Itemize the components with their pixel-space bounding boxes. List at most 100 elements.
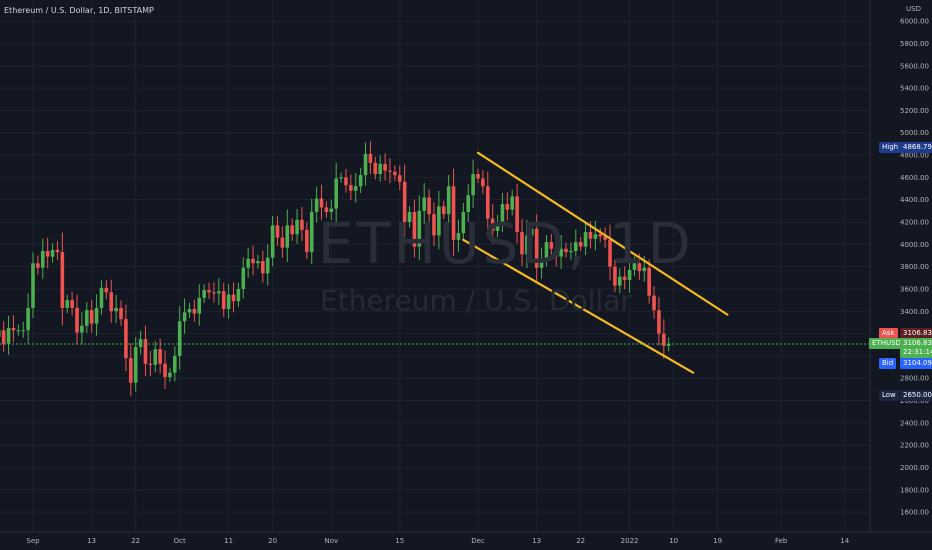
candle-body (300, 219, 304, 230)
y-tick-label: 1800.00 (900, 486, 929, 494)
candle-body (226, 294, 231, 310)
y-tick-label: 5400.00 (900, 85, 929, 93)
candle-body (124, 319, 128, 359)
candle-body (657, 310, 661, 334)
y-tick-label: 4800.00 (900, 152, 929, 160)
candle-body (495, 222, 500, 231)
candle-body (16, 330, 21, 332)
candle-body (241, 267, 246, 289)
candle-body (525, 235, 529, 255)
candle-body (119, 307, 123, 320)
low-label-badge: Low (879, 390, 899, 401)
candle-body (177, 321, 182, 356)
candle-body (0, 330, 1, 337)
candle-body (212, 292, 216, 294)
candle-body (515, 196, 519, 233)
candle-body (353, 186, 358, 191)
candle-body (588, 232, 593, 239)
candle-body (666, 343, 671, 346)
candle-body (80, 325, 84, 333)
watermark-name: Ethereum / U.S. Dollar (320, 284, 632, 317)
bid-value-badge: 3104.09 (900, 358, 932, 369)
descending-channel[interactable] (462, 151, 729, 374)
candle-body (412, 211, 417, 247)
candle-body (437, 206, 441, 236)
candle-body (583, 232, 588, 247)
candle-body (99, 287, 104, 308)
x-tick-label: Feb (775, 537, 788, 545)
candle-body (138, 339, 143, 347)
y-tick-label: 4400.00 (900, 196, 929, 204)
candle-body (446, 186, 451, 215)
y-tick-label: 4600.00 (900, 174, 929, 182)
candle-body (221, 291, 226, 310)
candle-body (505, 204, 510, 210)
candle-body (197, 297, 202, 314)
x-tick-label: 19 (713, 537, 722, 545)
candle-body (109, 292, 114, 312)
chart-title[interactable]: Ethereum / U.S. Dollar, 1D, BITSTAMP (4, 6, 154, 15)
candle-body (520, 232, 524, 255)
time-axis[interactable]: Sep 13 22 Oct 11 20 Nov 15 Dec 13 22 2022 10 19 Feb 14 (26, 537, 849, 545)
candle-body (94, 307, 99, 324)
candle-body (202, 290, 206, 298)
candle-body (36, 263, 40, 268)
candle-body (451, 186, 456, 240)
candle-body (70, 300, 74, 308)
candle-body (485, 186, 490, 219)
candle-body (402, 181, 407, 223)
x-tick-label: 22 (131, 537, 140, 545)
candle-body (143, 339, 148, 364)
x-tick-label: 14 (840, 537, 849, 545)
candle-body (246, 258, 250, 268)
candle-body (393, 171, 397, 176)
channel-lower-line (462, 238, 695, 374)
x-tick-label: 11 (224, 537, 233, 545)
candle-body (104, 287, 109, 293)
candle-body (349, 185, 353, 191)
candle-body (55, 249, 60, 253)
candle-body (163, 363, 167, 378)
candle-body (324, 207, 329, 212)
candle-body (544, 242, 549, 260)
candle-body (173, 355, 177, 373)
candle-body (573, 242, 578, 252)
candle-body (529, 228, 534, 236)
low-value-badge: 2650.00 (900, 390, 932, 401)
x-tick-label: 2022 (621, 537, 639, 545)
candle-body (21, 330, 26, 332)
candle-body (187, 309, 192, 313)
candle-body (231, 294, 236, 302)
y-tick-label: 2200.00 (900, 442, 929, 450)
y-tick-label: 5000.00 (900, 129, 929, 137)
candle-body (549, 242, 554, 249)
y-tick-label: 3800.00 (900, 263, 929, 271)
y-tick-label: 2800.00 (900, 375, 929, 383)
candle-body (129, 358, 133, 383)
candle-body (627, 269, 632, 281)
candle-body (554, 248, 559, 257)
x-tick-label: 13 (532, 537, 541, 545)
candle-body (564, 248, 568, 253)
y-tick-label: 2000.00 (900, 464, 929, 472)
candle-body (6, 328, 11, 344)
candle-body (309, 211, 314, 253)
candle-body (45, 251, 50, 257)
candle-body (456, 233, 461, 240)
candle-body (637, 263, 642, 272)
candle-body (441, 206, 446, 215)
candle-body (50, 249, 55, 257)
currency-label: USD (906, 5, 921, 13)
candle-body (461, 211, 466, 234)
x-tick-label: 15 (395, 537, 404, 545)
candle-body (329, 208, 334, 212)
candle-body (510, 196, 515, 210)
candle-body (305, 229, 309, 253)
y-tick-label: 2600.00 (900, 397, 929, 405)
candle-body (158, 349, 162, 364)
price-axis[interactable]: 1600.00 1800.00 2000.00 2200.00 2400.00 2600.… (900, 18, 929, 517)
candle-body (603, 236, 607, 240)
y-tick-label: 4200.00 (900, 219, 929, 227)
x-tick-label: 20 (268, 537, 277, 545)
